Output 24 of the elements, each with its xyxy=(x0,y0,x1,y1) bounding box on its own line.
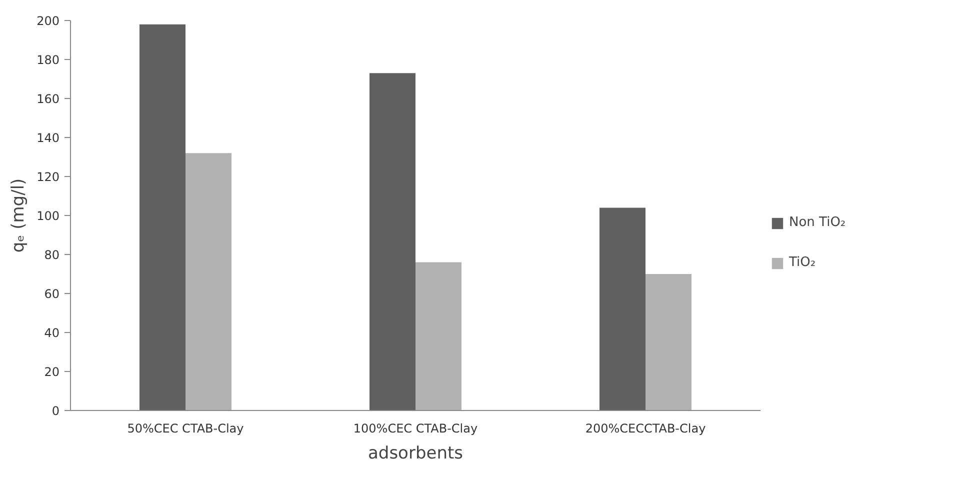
y-tick-label: 160 xyxy=(36,92,60,106)
y-tick-label: 120 xyxy=(36,170,60,184)
bar xyxy=(186,153,232,410)
y-tick-label: 80 xyxy=(44,248,60,262)
x-tick-label: 100%CEC CTAB-Clay xyxy=(353,422,478,436)
legend-label: TiO₂ xyxy=(789,255,816,270)
y-axis-title: qₑ (mg/l) xyxy=(8,178,29,253)
y-tick-label: 140 xyxy=(36,131,60,145)
x-tick-label: 50%CEC CTAB-Clay xyxy=(127,422,244,436)
bar xyxy=(600,208,646,410)
bar xyxy=(416,262,462,410)
x-tick-label: 200%CECCTAB-Clay xyxy=(585,422,706,436)
y-tick-label: 200 xyxy=(36,14,60,28)
y-tick-label: 40 xyxy=(44,326,60,340)
bar xyxy=(140,24,186,410)
y-tick-label: 0 xyxy=(52,404,60,418)
y-tick-label: 20 xyxy=(44,365,60,379)
bar xyxy=(370,73,416,410)
y-tick-label: 60 xyxy=(44,287,60,301)
legend-label: Non TiO₂ xyxy=(789,215,846,230)
y-tick-label: 180 xyxy=(36,53,60,67)
x-axis-title: adsorbents xyxy=(368,444,464,464)
bar xyxy=(646,274,692,410)
y-tick-label: 100 xyxy=(36,209,60,223)
